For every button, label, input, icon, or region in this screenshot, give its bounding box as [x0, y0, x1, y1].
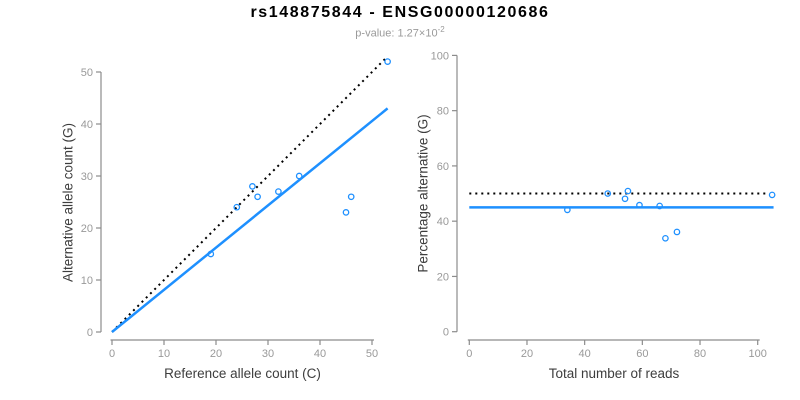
expected-identity-line	[111, 55, 389, 333]
data-point	[233, 203, 241, 211]
y-tick-label: 0	[87, 327, 93, 339]
data-point	[275, 188, 282, 195]
figure-title: rs148875844 - ENSG00000120686	[250, 4, 550, 21]
x-tick-label: 0	[109, 348, 115, 360]
data-point	[254, 193, 261, 201]
x-tick-label: 50	[366, 348, 378, 360]
right-plot-yaxis-label: Percentage alternative (G)	[415, 114, 431, 273]
data-point	[295, 172, 303, 180]
x-tick-label: 60	[636, 348, 648, 360]
x-tick-label: 20	[210, 348, 222, 360]
y-tick-label: 50	[81, 67, 93, 79]
x-tick-label: 80	[694, 348, 706, 360]
data-point	[624, 187, 632, 195]
y-tick-label: 100	[431, 50, 449, 62]
data-point	[342, 209, 350, 216]
x-tick-label: 40	[579, 348, 591, 360]
pvalue-exponent: -2	[437, 25, 445, 34]
allele-count-plot: 0 10 20 30 40 50 0 10 20 30 40 50	[81, 55, 391, 360]
y-tick-label: 10	[81, 275, 93, 287]
x-tick-label: 20	[521, 348, 533, 360]
figure-subtitle: p-value: 1.27×10-2	[0, 25, 800, 40]
y-tick-label: 60	[437, 161, 449, 173]
data-point	[656, 202, 663, 210]
data-point	[347, 193, 355, 201]
data-point	[636, 201, 643, 209]
data-point	[384, 58, 391, 65]
x-tick-label: 0	[466, 348, 472, 360]
data-point	[564, 206, 571, 214]
data-point	[604, 190, 612, 197]
y-tick-label: 0	[443, 327, 449, 339]
left-plot-xaxis-label: Reference allele count (C)	[164, 366, 321, 381]
fitted-ratio-line	[111, 107, 389, 333]
data-point	[662, 234, 669, 242]
data-point	[768, 191, 776, 199]
x-tick-label: 40	[314, 348, 326, 360]
data-point	[249, 183, 256, 190]
y-tick-label: 30	[81, 171, 93, 183]
y-tick-label: 40	[81, 119, 93, 131]
x-tick-label: 10	[158, 348, 170, 360]
y-tick-label: 40	[437, 216, 449, 228]
percentage-plot: 0 20 40 60 80 100 0 20 40 60 80 100	[431, 50, 776, 360]
y-tick-label: 20	[81, 223, 93, 235]
right-plot-xaxis-label: Total number of reads	[548, 366, 680, 381]
data-point	[621, 195, 629, 203]
x-tick-label: 30	[262, 348, 274, 360]
data-point	[673, 228, 681, 236]
y-tick-label: 20	[437, 271, 449, 283]
y-tick-label: 80	[437, 106, 449, 118]
left-plot-yaxis-label: Alternative allele count (G)	[60, 122, 76, 283]
pvalue-text: p-value: 1.27×10	[355, 27, 438, 40]
data-point	[207, 250, 215, 258]
x-tick-label: 100	[749, 348, 767, 360]
